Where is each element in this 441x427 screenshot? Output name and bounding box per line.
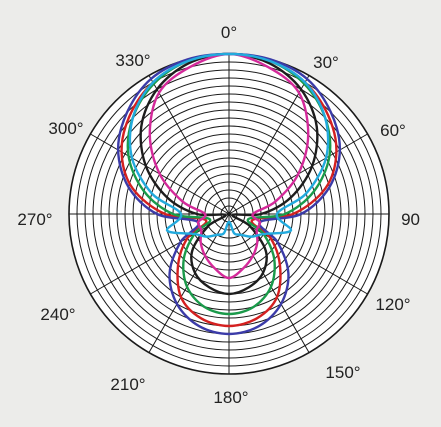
angle-label-150: 150°: [325, 363, 360, 382]
series-1-line: [120, 52, 338, 328]
series-layer: [116, 52, 342, 336]
series-6-line: [128, 52, 330, 238]
series-2-line: [139, 52, 319, 296]
series-4-line: [116, 52, 342, 336]
angle-label-180: 180°: [213, 388, 248, 407]
angle-label-120: 120°: [375, 295, 410, 314]
series-5-line: [148, 52, 310, 280]
angle-label-90: 90: [401, 210, 420, 229]
angle-labels: 0° 30° 60° 90 120° 150° 180° 210° 240° 2…: [17, 23, 420, 407]
angle-label-210: 210°: [110, 375, 145, 394]
angle-label-300: 300°: [48, 119, 83, 138]
polar-spoke: [148, 75, 230, 215]
angle-label-240: 240°: [40, 305, 75, 324]
angle-label-330: 330°: [115, 51, 150, 70]
angle-label-30: 30°: [313, 53, 339, 72]
polar-spoke: [228, 75, 310, 215]
angle-label-60: 60°: [380, 121, 406, 140]
polar-spoke: [228, 213, 310, 353]
polar-spoke: [148, 213, 230, 353]
series-3-line: [126, 52, 332, 316]
angle-label-270: 270°: [17, 210, 52, 229]
angle-label-0: 0°: [221, 23, 237, 42]
